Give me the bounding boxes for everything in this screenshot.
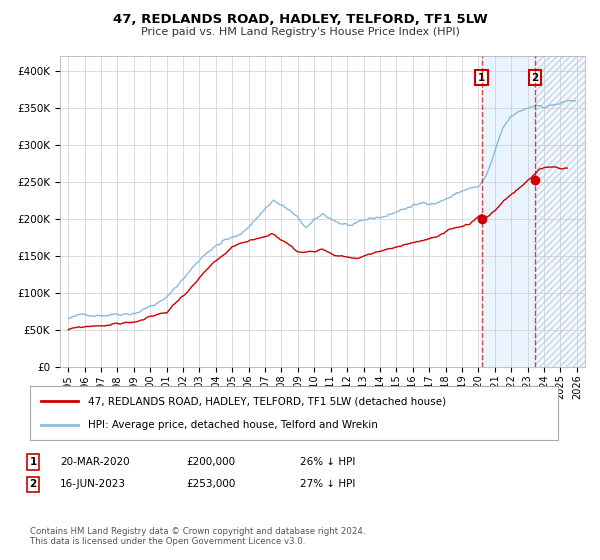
Bar xyxy=(482,56,535,367)
Text: 1: 1 xyxy=(478,73,485,83)
Text: Contains HM Land Registry data © Crown copyright and database right 2024.
This d: Contains HM Land Registry data © Crown c… xyxy=(30,526,365,546)
Text: HPI: Average price, detached house, Telford and Wrekin: HPI: Average price, detached house, Telf… xyxy=(88,419,378,430)
Text: 26% ↓ HPI: 26% ↓ HPI xyxy=(300,457,355,467)
Text: 1: 1 xyxy=(29,457,37,467)
Text: 2: 2 xyxy=(532,73,539,83)
Text: 47, REDLANDS ROAD, HADLEY, TELFORD, TF1 5LW: 47, REDLANDS ROAD, HADLEY, TELFORD, TF1 … xyxy=(113,13,487,26)
Text: 47, REDLANDS ROAD, HADLEY, TELFORD, TF1 5LW (detached house): 47, REDLANDS ROAD, HADLEY, TELFORD, TF1 … xyxy=(88,396,446,407)
Bar xyxy=(535,56,585,367)
Text: 20-MAR-2020: 20-MAR-2020 xyxy=(60,457,130,467)
Bar xyxy=(535,56,585,367)
Text: £200,000: £200,000 xyxy=(186,457,235,467)
Text: £253,000: £253,000 xyxy=(186,479,235,489)
Text: 2: 2 xyxy=(29,479,37,489)
Text: 27% ↓ HPI: 27% ↓ HPI xyxy=(300,479,355,489)
Text: 16-JUN-2023: 16-JUN-2023 xyxy=(60,479,126,489)
Text: Price paid vs. HM Land Registry's House Price Index (HPI): Price paid vs. HM Land Registry's House … xyxy=(140,27,460,38)
